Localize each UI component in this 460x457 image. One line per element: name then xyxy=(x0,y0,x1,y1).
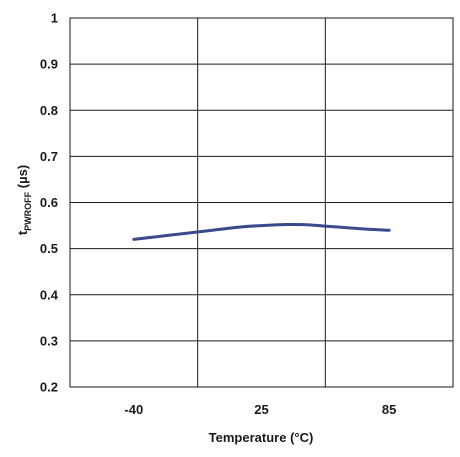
y-axis-title-subscript: PWROFF xyxy=(23,191,33,230)
y-axis-title-unit: (µs) xyxy=(15,165,30,192)
grid xyxy=(70,17,453,388)
y-axis-title: tPWROFF (µs) xyxy=(15,165,33,235)
y-tick-label-4: 0.6 xyxy=(40,195,58,210)
plot-frame xyxy=(69,17,454,388)
y-tick-label-2: 0.4 xyxy=(40,287,59,302)
y-tick-label-5: 0.7 xyxy=(40,149,58,164)
series xyxy=(132,222,391,241)
x-tick-label-1: 25 xyxy=(254,402,268,417)
y-tick-label-1: 0.3 xyxy=(40,333,58,348)
y-tick-label-0: 0.2 xyxy=(40,380,58,395)
x-tick-label-0: -40 xyxy=(124,402,143,417)
y-axis-title-main: t xyxy=(15,230,30,235)
y-tick-label-3: 0.5 xyxy=(40,241,58,256)
y-tick-label-7: 0.9 xyxy=(40,57,58,72)
y-tick-labels: 0.2 0.3 0.4 0.5 0.6 0.7 0.8 0.9 1 xyxy=(40,11,59,395)
x-tick-label-2: 85 xyxy=(382,402,396,417)
y-tick-label-8: 1 xyxy=(51,11,58,26)
series-line-0 xyxy=(132,222,391,241)
y-tick-label-6: 0.8 xyxy=(40,103,58,118)
x-axis-title: Temperature (°C) xyxy=(209,430,314,445)
x-tick-labels: -40 25 85 xyxy=(124,402,396,417)
